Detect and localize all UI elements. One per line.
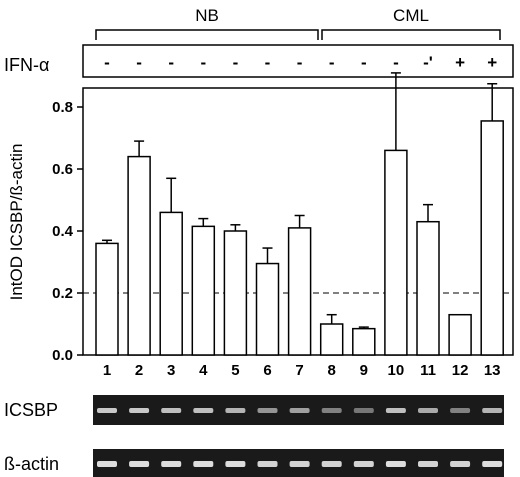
x-category-label: 8 — [328, 362, 336, 379]
x-category-label: 13 — [484, 362, 501, 379]
treatment-symbol: - — [393, 53, 399, 72]
bar-10 — [384, 149, 408, 356]
x-category-label: 7 — [295, 362, 303, 379]
treatment-symbols: - - - - - - - - - - -' + + — [104, 53, 497, 72]
bar-2 — [127, 155, 151, 356]
treatment-symbol: - — [200, 53, 206, 72]
gel-band-beta-actin — [353, 461, 374, 467]
treatment-row-box — [82, 44, 514, 78]
gel-band-beta-actin — [161, 461, 182, 467]
treatment-symbol: - — [297, 53, 303, 72]
x-category-label: 10 — [388, 362, 405, 379]
x-category-label: 9 — [360, 362, 368, 379]
gel-band-icsbp — [225, 408, 246, 413]
bar-11 — [416, 220, 440, 356]
bar-1 — [95, 242, 119, 356]
x-category-label: 1 — [103, 362, 111, 379]
y-axis-label: IntOD ICSBP/ß-actin — [7, 144, 26, 301]
gel-band-icsbp — [129, 408, 150, 413]
gel-band-icsbp — [353, 408, 374, 413]
treatment-symbol: + — [455, 53, 465, 72]
gel-band-icsbp — [321, 408, 342, 413]
treatment-symbol: - — [329, 53, 335, 72]
x-category-label: 5 — [231, 362, 239, 379]
y-tick-label: 0.4 — [52, 223, 74, 240]
bar-3 — [159, 211, 183, 356]
gel-band-icsbp — [289, 408, 310, 413]
bars — [95, 72, 504, 356]
treatment-symbol: -' — [423, 53, 433, 72]
group-label-cml: CML — [393, 6, 429, 25]
y-tick-label: 0.2 — [52, 285, 73, 302]
gel-band-icsbp — [161, 408, 182, 413]
treatment-symbol: - — [104, 53, 110, 72]
gel-band-beta-actin — [225, 461, 246, 467]
group-label-nb: NB — [195, 6, 219, 25]
bar-4 — [191, 225, 216, 356]
gel-label-icsbp: ICSBP — [4, 400, 58, 420]
bar-5 — [223, 230, 248, 356]
x-category-label: 4 — [199, 362, 208, 379]
gel-band-beta-actin — [97, 461, 117, 467]
gel-band-icsbp — [450, 408, 471, 413]
x-category-label: 3 — [167, 362, 175, 379]
bar-8 — [319, 323, 344, 356]
bar-12 — [448, 313, 472, 356]
x-category-label: 2 — [135, 362, 143, 379]
gel-band-icsbp — [385, 408, 406, 413]
treatment-symbol: - — [361, 53, 367, 72]
treatment-symbol: - — [168, 53, 174, 72]
gel-band-icsbp — [97, 408, 117, 413]
x-category-label: 6 — [263, 362, 271, 379]
gel-band-beta-actin — [385, 461, 406, 467]
y-tick-label: 0.6 — [52, 161, 73, 178]
bar-6 — [255, 262, 280, 356]
gel-band-beta-actin — [289, 461, 310, 467]
gel-bands-icsbp — [97, 408, 503, 413]
treatment-symbol: - — [136, 53, 142, 72]
gel-band-beta-actin — [257, 461, 278, 467]
y-tick-label: 0.8 — [52, 99, 73, 116]
gel-band-icsbp — [257, 408, 278, 413]
bar-9 — [352, 327, 376, 356]
gel-band-icsbp — [193, 408, 214, 413]
gel-band-icsbp — [418, 408, 438, 413]
gel-band-beta-actin — [482, 461, 503, 467]
gel-band-beta-actin — [418, 461, 438, 467]
gel-band-beta-actin — [321, 461, 342, 467]
gel-bands-beta-actin — [97, 461, 503, 467]
treatment-symbol: - — [265, 53, 271, 72]
x-category-label: 11 — [420, 362, 436, 379]
y-tick-label: 0.0 — [52, 347, 73, 364]
bar-13 — [480, 120, 504, 356]
ifn-alpha-label: IFN-α — [4, 55, 49, 75]
bar-7 — [287, 227, 312, 356]
gel-label-beta-actin: ß-actin — [4, 454, 59, 474]
x-axis-categories: 1 2 3 4 5 6 7 8 9 10 11 12 13 — [103, 362, 501, 379]
gel-band-beta-actin — [193, 461, 214, 467]
treatment-symbol: + — [487, 53, 497, 72]
gel-band-icsbp — [482, 408, 503, 413]
gel-band-beta-actin — [450, 461, 471, 467]
y-axis: 0.0 0.2 0.4 0.6 0.8 — [52, 99, 83, 364]
treatment-symbol: - — [233, 53, 239, 72]
x-category-label: 12 — [452, 362, 469, 379]
group-bracket-cml: CML — [321, 6, 501, 40]
gel-band-beta-actin — [129, 461, 150, 467]
group-bracket-nb: NB — [95, 6, 319, 40]
